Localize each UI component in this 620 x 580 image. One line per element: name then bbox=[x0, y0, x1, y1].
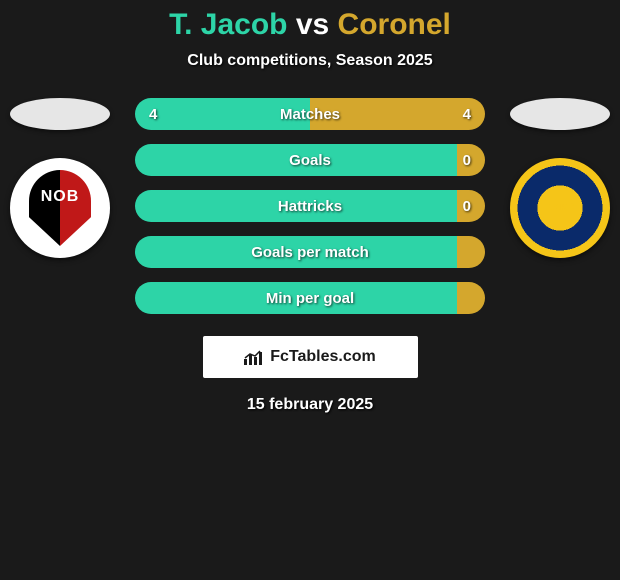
player-a-flag bbox=[10, 98, 110, 130]
stat-row: Goals0 bbox=[135, 144, 485, 176]
stat-value-a: 4 bbox=[149, 98, 157, 130]
date-text: 15 february 2025 bbox=[247, 396, 373, 414]
left-column: NOB bbox=[5, 98, 115, 258]
player-b-flag bbox=[510, 98, 610, 130]
chart-icon bbox=[244, 349, 264, 365]
stat-label: Matches bbox=[135, 98, 485, 130]
stat-value-b: 0 bbox=[463, 144, 471, 176]
stat-value-b: 4 bbox=[463, 98, 471, 130]
shield-icon: NOB bbox=[29, 170, 91, 246]
player-a-name: T. Jacob bbox=[169, 8, 287, 41]
stat-row: Matches4 4 bbox=[135, 98, 485, 130]
stat-row: Min per goal bbox=[135, 282, 485, 314]
subtitle: Club competitions, Season 2025 bbox=[187, 52, 432, 70]
source-text: FcTables.com bbox=[270, 348, 376, 366]
stat-row: Goals per match bbox=[135, 236, 485, 268]
main-area: NOB Matches44Goals0Hattricks0Goals per m… bbox=[0, 98, 620, 314]
shield-text: NOB bbox=[29, 188, 91, 206]
stat-label: Min per goal bbox=[135, 282, 485, 314]
badge-right-text: CARC bbox=[546, 203, 575, 214]
right-column: CARC bbox=[505, 98, 615, 258]
stat-label: Goals bbox=[135, 144, 485, 176]
comparison-title: T. Jacob vs Coronel bbox=[169, 8, 451, 42]
source-box: FcTables.com bbox=[203, 336, 418, 378]
stat-row: Hattricks0 bbox=[135, 190, 485, 222]
player-b-name: Coronel bbox=[338, 8, 451, 41]
stat-value-b: 0 bbox=[463, 190, 471, 222]
player-a-club-badge: NOB bbox=[10, 158, 110, 258]
stat-label: Hattricks bbox=[135, 190, 485, 222]
stat-rows: Matches44Goals0Hattricks0Goals per match… bbox=[135, 98, 485, 314]
stat-label: Goals per match bbox=[135, 236, 485, 268]
player-b-club-badge: CARC bbox=[510, 158, 610, 258]
title-vs: vs bbox=[296, 8, 329, 41]
